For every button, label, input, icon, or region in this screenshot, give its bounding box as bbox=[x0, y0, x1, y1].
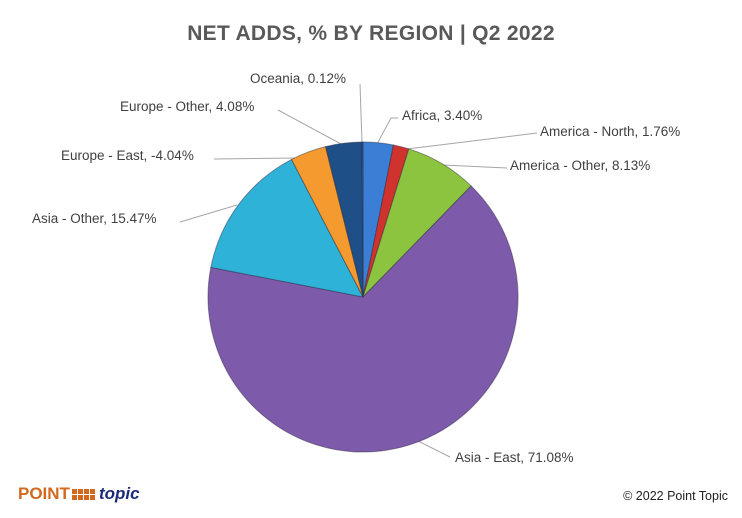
chart-title: NET ADDS, % BY REGION | Q2 2022 bbox=[187, 22, 555, 45]
point-topic-logo: POINT topic bbox=[18, 484, 140, 504]
label-asia-other: Asia - Other, 15.47% bbox=[32, 211, 157, 226]
label-america-north: America - North, 1.76% bbox=[540, 124, 681, 139]
pie-slice-europe-east bbox=[290, 145, 364, 298]
label-europe-other: Europe - Other, 4.08% bbox=[120, 99, 255, 114]
pie-slice-oceania bbox=[361, 141, 364, 298]
pie-slice-africa bbox=[362, 141, 395, 298]
pie-slice-america-other bbox=[362, 148, 472, 298]
logo-point-text: POINT bbox=[18, 484, 70, 503]
label-europe-east: Europe - East, -4.04% bbox=[61, 148, 194, 163]
leader-line-oceania bbox=[359, 83, 363, 144]
label-oceania: Oceania, 0.12% bbox=[250, 71, 347, 86]
pie-slice-america-north bbox=[362, 144, 410, 298]
label-america-other: America - Other, 8.13% bbox=[510, 158, 651, 173]
leader-line-africa bbox=[376, 117, 398, 145]
logo-squares-icon bbox=[71, 488, 95, 500]
leader-line-asia-east bbox=[417, 440, 451, 458]
leader-line-europe-other bbox=[277, 109, 342, 145]
label-asia-east: Asia - East, 71.08% bbox=[455, 450, 574, 465]
leader-line-america-north bbox=[406, 132, 538, 150]
pie-slice-europe-other bbox=[324, 141, 364, 298]
copyright: © 2022 Point Topic bbox=[623, 489, 728, 503]
label-africa: Africa, 3.40% bbox=[402, 108, 483, 123]
pie-slice-asia-east bbox=[207, 185, 519, 453]
leader-line-asia-other bbox=[179, 204, 238, 223]
pie-slice-asia-other bbox=[210, 158, 364, 298]
logo-topic-text: topic bbox=[98, 484, 140, 503]
leader-lines bbox=[179, 83, 538, 458]
leader-line-america-other bbox=[442, 164, 508, 169]
leader-line-europe-east bbox=[213, 157, 301, 160]
